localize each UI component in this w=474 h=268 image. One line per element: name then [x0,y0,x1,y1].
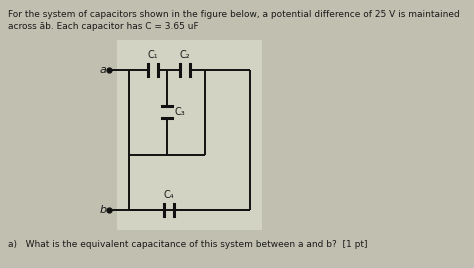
Text: C₁: C₁ [148,50,158,60]
Text: a)   What is the equivalent capacitance of this system between a and b?  [1 pt]: a) What is the equivalent capacitance of… [8,240,367,249]
Text: For the system of capacitors shown in the figure below, a potential difference o: For the system of capacitors shown in th… [8,10,460,19]
Text: C₄: C₄ [164,190,174,200]
Text: C₂: C₂ [180,50,191,60]
Text: a: a [100,65,106,75]
Bar [117,40,262,230]
Text: b: b [99,205,106,215]
Text: across āb. Each capacitor has C = 3.65 uF: across āb. Each capacitor has C = 3.65 u… [8,22,199,31]
Text: C₃: C₃ [175,107,185,117]
